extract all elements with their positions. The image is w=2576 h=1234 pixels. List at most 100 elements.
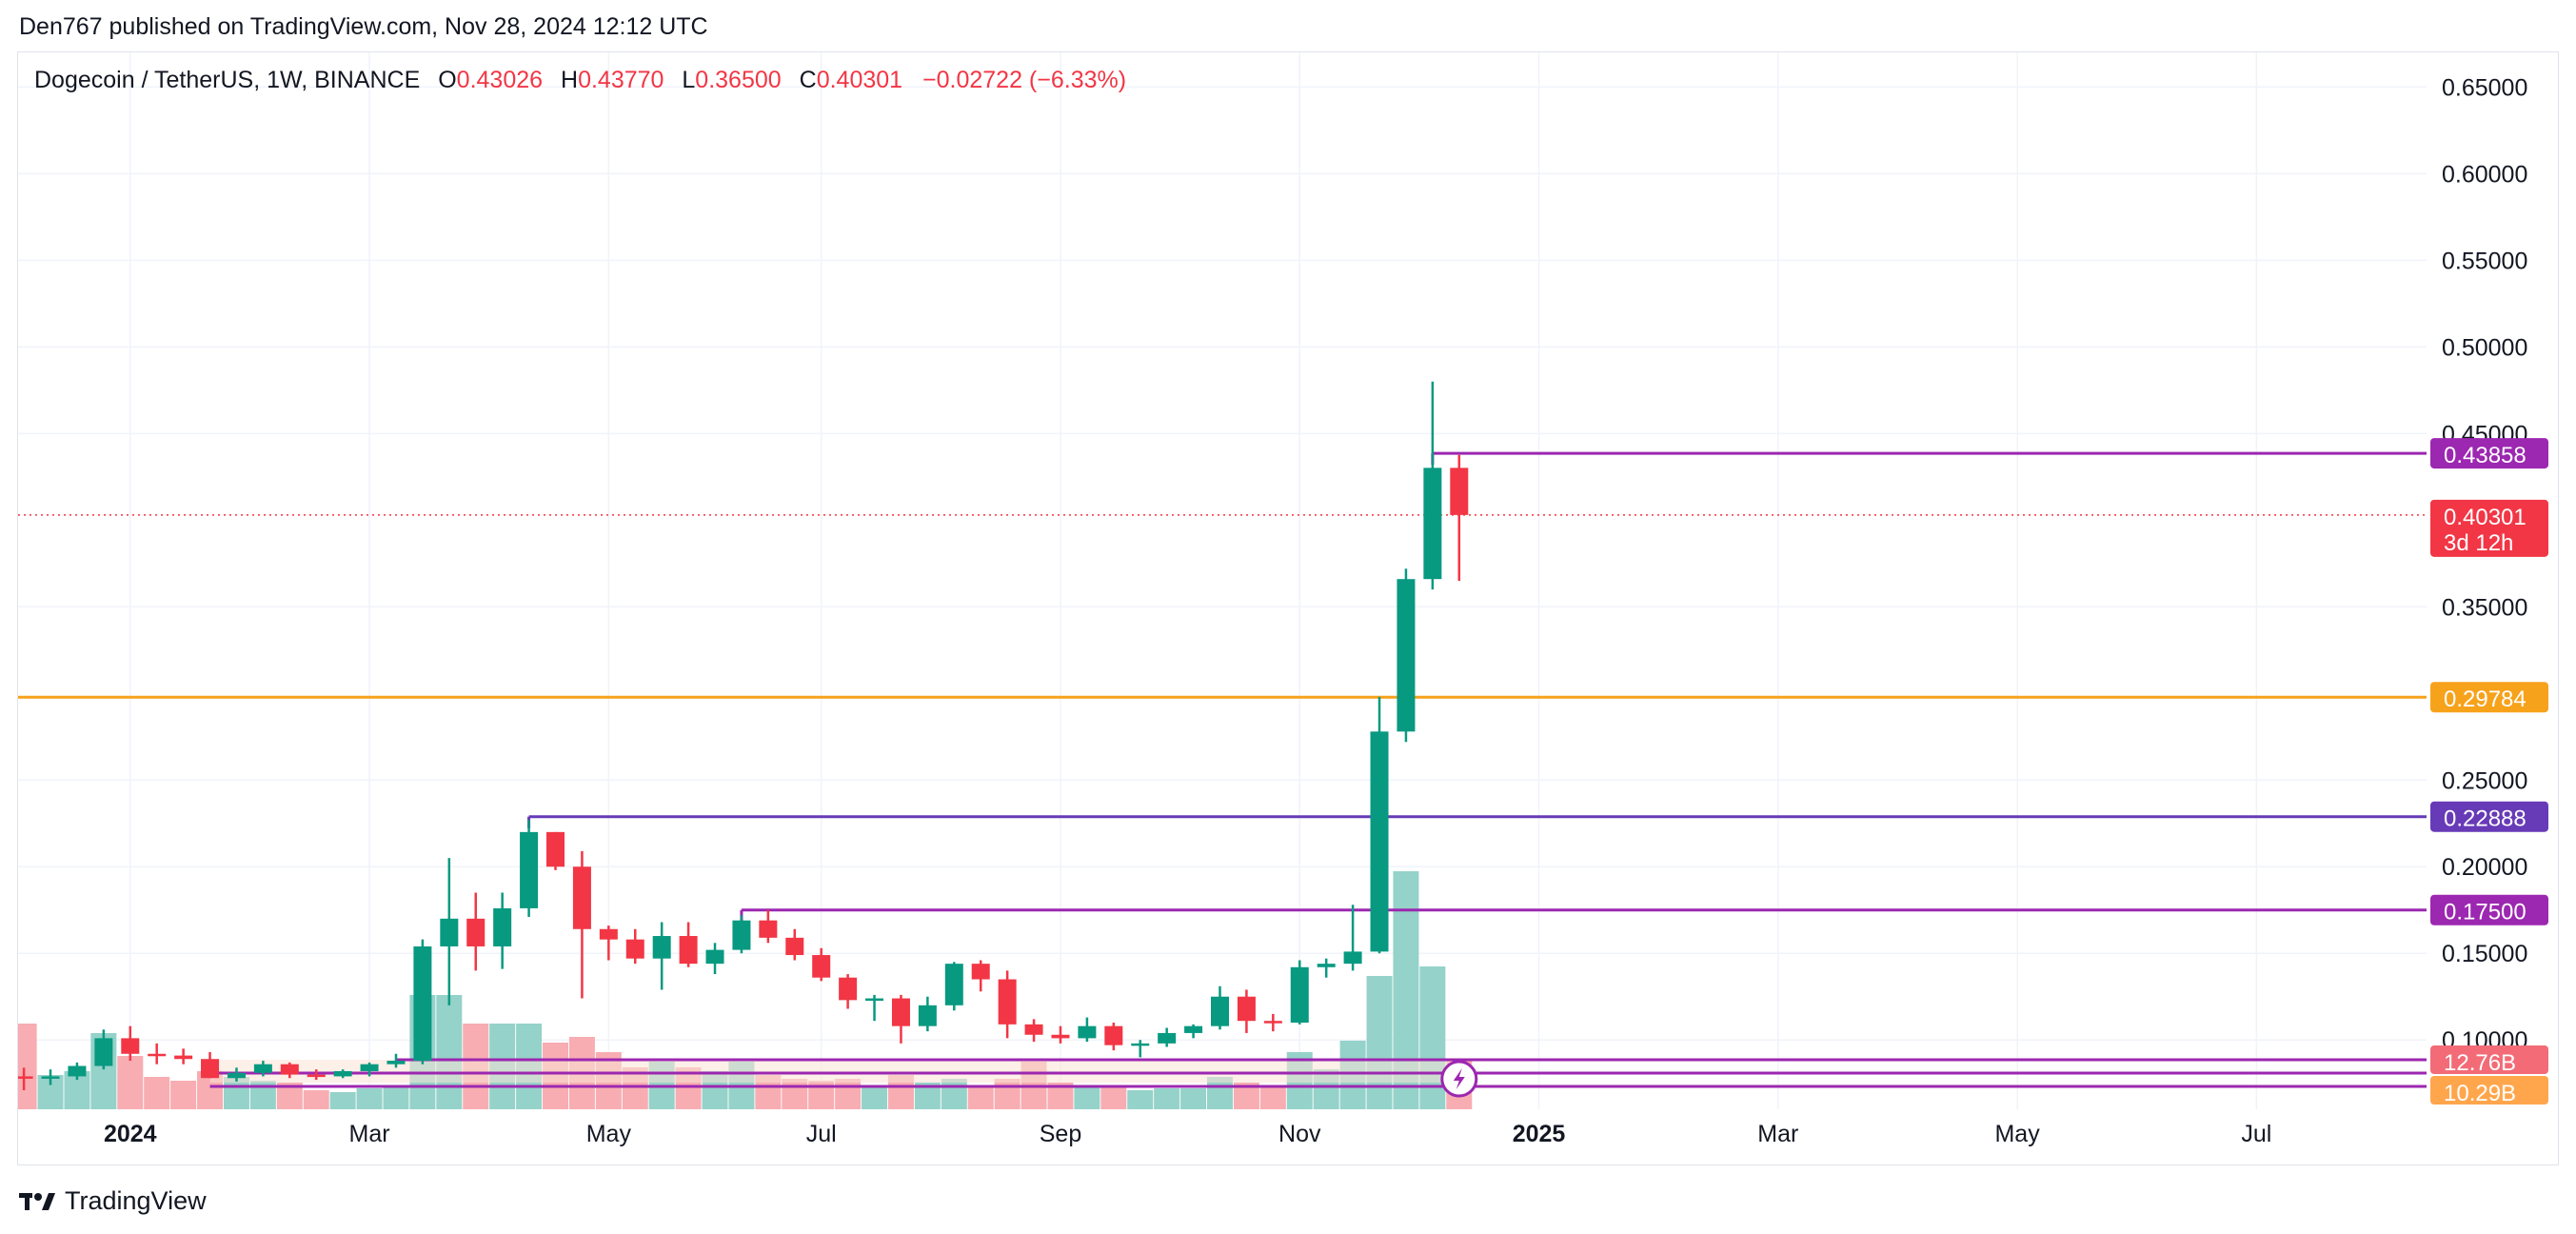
- legend-close-value: 0.40301: [816, 67, 903, 93]
- candle-body-47: [1263, 1021, 1282, 1024]
- price-tag-0-text-0: 0.43858: [2444, 443, 2526, 468]
- candle-body-41: [1104, 1025, 1123, 1045]
- candle-body-43: [1158, 1032, 1177, 1044]
- candle-body-45: [1211, 996, 1229, 1026]
- price-tag-0-bg: [2430, 438, 2548, 469]
- legend-close-label: C: [799, 67, 817, 93]
- candle-body-8: [227, 1072, 246, 1079]
- tradingview-brand: TradingView: [65, 1186, 207, 1215]
- volume-bar-0: [18, 1024, 37, 1109]
- candle-body-30: [812, 955, 831, 978]
- candle-body-39: [1051, 1034, 1070, 1039]
- candle-body-33: [891, 998, 910, 1026]
- candle-body-0: [18, 1076, 33, 1079]
- y-tick-label-5: 0.35000: [2442, 594, 2527, 621]
- legend-high-value: 0.43770: [578, 67, 664, 93]
- candle-body-3: [94, 1038, 113, 1066]
- last-price-tag-bg: [2430, 499, 2548, 557]
- volume-tag-1-bg: [2430, 1076, 2548, 1105]
- candle-body-32: [865, 998, 884, 1002]
- volume-bar-44: [1180, 1088, 1207, 1109]
- legend-low-label: L: [682, 67, 696, 93]
- candle-body-42: [1131, 1043, 1150, 1046]
- volume-tag-1-text-0: 10.29B: [2444, 1081, 2516, 1106]
- price-tag-1-bg: [2430, 682, 2548, 713]
- candle-body-26: [705, 949, 724, 965]
- volume-bar-51: [1366, 976, 1393, 1109]
- x-tick-label-9: Jul: [2241, 1121, 2271, 1147]
- candle-body-29: [785, 937, 804, 956]
- x-tick-label-4: Sep: [1040, 1121, 1081, 1147]
- tradingview-logo[interactable]: TradingView: [19, 1186, 207, 1216]
- chart-frame[interactable]: 0.65000 0.60000 0.55000 0.50000 0.45000 0.350…: [17, 51, 2559, 1165]
- candle-body-31: [839, 977, 858, 1001]
- candle-body-28: [759, 920, 778, 938]
- candle-body-5: [148, 1053, 167, 1057]
- candle-body-7: [201, 1059, 220, 1079]
- volume-bar-41: [1100, 1086, 1127, 1109]
- candle-body-50: [1343, 951, 1362, 965]
- candle-body-52: [1397, 579, 1416, 732]
- candle-body-22: [599, 928, 618, 940]
- candle-body-36: [971, 964, 990, 980]
- volume-bar-29: [782, 1079, 808, 1109]
- x-tick-label-5: Nov: [1278, 1121, 1321, 1147]
- candle-body-16: [440, 918, 459, 946]
- volume-bar-31: [835, 1079, 862, 1109]
- price-tag-3-text-0: 0.17500: [2444, 900, 2526, 926]
- x-tick-label-8: May: [1994, 1121, 2040, 1147]
- volume-bar-11: [303, 1090, 329, 1109]
- volume-bar-35: [941, 1079, 967, 1109]
- candle-body-35: [944, 964, 963, 1005]
- last-price-tag-text-0: 0.40301: [2444, 505, 2526, 530]
- candle-body-25: [679, 936, 698, 965]
- y-tick-label-2: 0.55000: [2442, 248, 2527, 274]
- candle-body-49: [1317, 964, 1336, 967]
- legend-open-label: O: [438, 67, 457, 93]
- candle-body-14: [386, 1061, 406, 1065]
- volume-bar-32: [862, 1086, 888, 1109]
- volume-bar-4: [117, 1056, 144, 1109]
- candle-body-23: [625, 939, 644, 959]
- volume-bar-5: [144, 1077, 170, 1109]
- candle-body-2: [68, 1065, 87, 1077]
- candle-body-34: [918, 1005, 937, 1026]
- y-tick-label-1: 0.60000: [2442, 161, 2527, 188]
- tradingview-logo-icon: [19, 1192, 55, 1210]
- x-tick-label-7: Mar: [1757, 1121, 1798, 1147]
- volume-bar-14: [383, 1086, 409, 1109]
- volume-bar-36: [967, 1086, 994, 1109]
- legend-open-value: 0.43026: [456, 67, 544, 93]
- candle-body-51: [1370, 731, 1389, 952]
- y-tick-label-3: 0.50000: [2442, 334, 2527, 361]
- volume-bar-16: [436, 995, 463, 1109]
- x-tick-label-3: Jul: [806, 1121, 837, 1147]
- candle-body-17: [466, 918, 485, 946]
- volume-bar-12: [329, 1092, 356, 1109]
- volume-bar-6: [170, 1081, 197, 1109]
- legend-high-label: H: [561, 67, 579, 93]
- x-tick-label-0: 2024: [104, 1121, 157, 1147]
- volume-bar-13: [356, 1088, 383, 1109]
- volume-tag-0-bg: [2430, 1045, 2548, 1074]
- volume-tag-0-text-0: 12.76B: [2444, 1050, 2516, 1076]
- candle-body-27: [732, 920, 751, 950]
- candle-body-18: [493, 907, 512, 946]
- candle-body-54: [1450, 468, 1469, 515]
- candle-body-24: [652, 936, 671, 959]
- candlestick-chart[interactable]: 0.650000.600000.550000.500000.450000.350…: [18, 52, 2560, 1166]
- price-tag-2-bg: [2430, 801, 2548, 832]
- candle-body-37: [998, 979, 1017, 1025]
- candle-body-48: [1290, 966, 1309, 1024]
- candle-body-20: [546, 831, 565, 867]
- x-tick-label-6: 2025: [1513, 1121, 1566, 1147]
- y-tick-label-6: 0.25000: [2442, 767, 2527, 794]
- candle-body-13: [360, 1064, 379, 1071]
- candle-body-44: [1184, 1025, 1203, 1033]
- volume-bar-40: [1074, 1086, 1100, 1109]
- candle-body-15: [413, 945, 432, 1062]
- legend-change: −0.02722 (−6.33%): [922, 67, 1127, 93]
- volume-bar-43: [1154, 1088, 1180, 1109]
- candle-body-9: [253, 1064, 272, 1073]
- candle-body-10: [280, 1064, 299, 1075]
